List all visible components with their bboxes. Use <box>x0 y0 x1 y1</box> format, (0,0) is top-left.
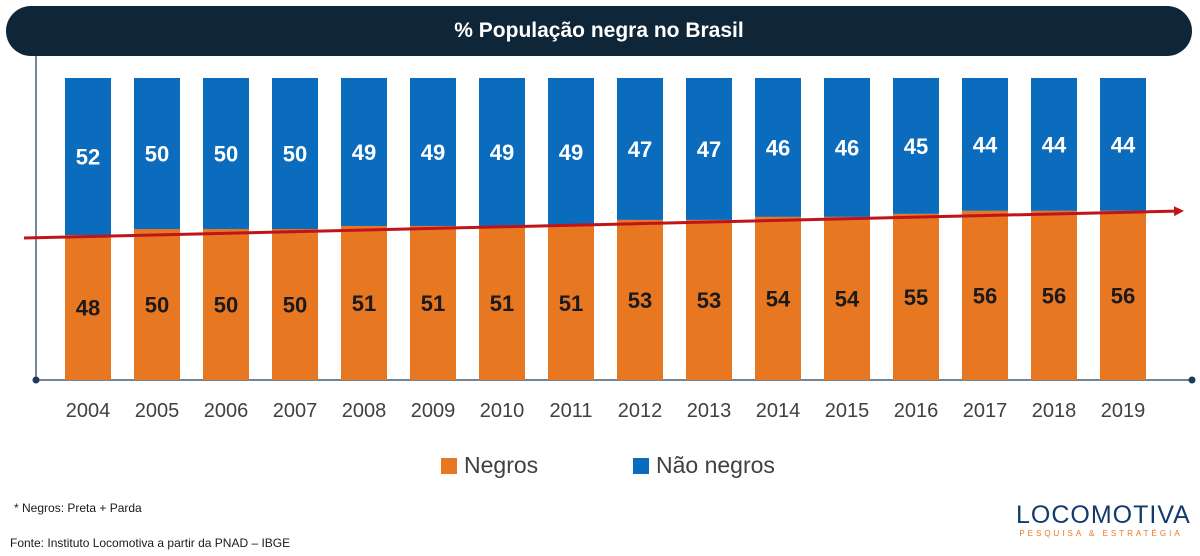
x-tick-label: 2012 <box>618 400 663 422</box>
x-tick-label: 2016 <box>894 400 939 422</box>
bar-nao-negros <box>686 78 732 220</box>
data-label-nao-negros: 49 <box>490 140 514 165</box>
data-label-nao-negros: 45 <box>904 134 928 159</box>
data-label-nao-negros: 49 <box>559 140 583 165</box>
bar-negros <box>755 216 801 380</box>
bar-nao-negros <box>893 78 939 214</box>
x-tick-label: 2009 <box>411 400 456 422</box>
data-label-negros: 54 <box>835 286 860 311</box>
bar-nao-negros <box>1100 78 1146 211</box>
bar-nao-negros <box>962 78 1008 211</box>
bar-negros <box>962 210 1008 380</box>
bar-nao-negros <box>410 78 456 226</box>
legend-item-negros: Negros <box>441 452 538 479</box>
x-tick-label: 2013 <box>687 400 732 422</box>
legend-label-negros: Negros <box>464 452 539 478</box>
data-label-nao-negros: 50 <box>145 142 169 167</box>
x-tick-label: 2006 <box>204 400 249 422</box>
x-tick-label: 2007 <box>273 400 318 422</box>
data-label-negros: 55 <box>904 285 928 310</box>
bar-negros <box>479 225 525 380</box>
axis-end-dot <box>1188 376 1196 384</box>
bar-nao-negros <box>65 78 111 236</box>
bar-negros <box>824 216 870 380</box>
data-label-nao-negros: 44 <box>1042 132 1067 157</box>
legend-item-nao-negros: Não negros <box>633 452 775 479</box>
legend-swatch-negros <box>441 457 457 474</box>
x-tick-label: 2011 <box>549 400 592 422</box>
data-label-nao-negros: 46 <box>835 135 859 160</box>
bar-negros <box>1031 210 1077 380</box>
data-label-negros: 56 <box>1111 283 1135 308</box>
logo-name: LOCOMOTIVA <box>1016 501 1191 529</box>
data-label-nao-negros: 47 <box>628 137 652 162</box>
data-label-negros: 50 <box>283 293 307 318</box>
bar-nao-negros <box>341 78 387 226</box>
bar-negros <box>65 235 111 380</box>
bar-negros <box>548 225 594 380</box>
data-label-negros: 51 <box>490 291 514 316</box>
data-label-negros: 56 <box>1042 283 1066 308</box>
data-label-negros: 53 <box>628 288 652 313</box>
bar-nao-negros <box>479 78 525 226</box>
data-label-nao-negros: 49 <box>421 140 445 165</box>
footnote: * Negros: Preta + Parda <box>14 501 142 515</box>
x-tick-label: 2005 <box>135 400 180 422</box>
bar-nao-negros <box>203 78 249 229</box>
data-label-nao-negros: 44 <box>1111 132 1136 157</box>
bar-nao-negros <box>134 78 180 229</box>
bar-nao-negros <box>1031 78 1077 211</box>
chart-title-bar: % População negra no Brasil <box>6 6 1192 56</box>
data-label-negros: 56 <box>973 283 997 308</box>
data-label-negros: 53 <box>697 288 721 313</box>
data-label-nao-negros: 44 <box>973 132 998 157</box>
data-label-nao-negros: 50 <box>283 142 307 167</box>
data-label-nao-negros: 49 <box>352 140 376 165</box>
data-label-nao-negros: 52 <box>76 145 100 170</box>
locomotiva-logo: LOCOMOTIVA PESQUISA & ESTRATÉGIA <box>1016 501 1191 539</box>
x-tick-label: 2010 <box>480 400 525 422</box>
x-tick-label: 2008 <box>342 400 387 422</box>
bar-negros <box>893 213 939 380</box>
bar-negros <box>341 225 387 380</box>
bar-nao-negros <box>755 78 801 217</box>
bar-nao-negros <box>617 78 663 220</box>
bar-negros <box>272 229 318 380</box>
bar-negros <box>410 225 456 380</box>
data-label-negros: 54 <box>766 286 791 311</box>
data-label-negros: 48 <box>76 296 100 321</box>
source-note: Fonte: Instituto Locomotiva a partir da … <box>10 536 291 550</box>
legend-label-nao-negros: Não negros <box>656 452 775 478</box>
legend: Negros Não negros <box>0 452 1200 484</box>
data-label-negros: 50 <box>214 293 238 318</box>
stacked-bar-chart: 52 48 2004 50 50 2005 50 50 2006 50 50 2007 49 51 2008… <box>23 56 1196 422</box>
x-tick-label: 2014 <box>756 400 801 422</box>
trend-line <box>23 206 1184 240</box>
legend-swatch-nao-negros <box>633 457 649 474</box>
data-label-nao-negros: 46 <box>766 135 790 160</box>
bar-negros <box>686 219 732 380</box>
data-label-negros: 51 <box>421 291 445 316</box>
chart-title: % População negra no Brasil <box>454 19 744 42</box>
axis-origin-dot <box>32 376 40 384</box>
bar-nao-negros <box>272 78 318 229</box>
x-tick-label: 2019 <box>1101 400 1146 422</box>
bar-nao-negros <box>824 78 870 217</box>
data-label-nao-negros: 47 <box>697 137 721 162</box>
x-tick-label: 2018 <box>1032 400 1077 422</box>
data-label-nao-negros: 50 <box>214 142 238 167</box>
logo-tagline: PESQUISA & ESTRATÉGIA <box>1019 529 1183 538</box>
bar-negros <box>134 229 180 380</box>
data-label-negros: 51 <box>352 291 376 316</box>
bar-negros <box>1100 210 1146 380</box>
x-tick-label: 2017 <box>963 400 1008 422</box>
bar-negros <box>203 229 249 380</box>
x-tick-label: 2015 <box>825 400 870 422</box>
bar-nao-negros <box>548 78 594 226</box>
data-label-negros: 51 <box>559 291 583 316</box>
data-label-negros: 50 <box>145 293 169 318</box>
x-tick-label: 2004 <box>66 400 111 422</box>
bar-negros <box>617 219 663 380</box>
